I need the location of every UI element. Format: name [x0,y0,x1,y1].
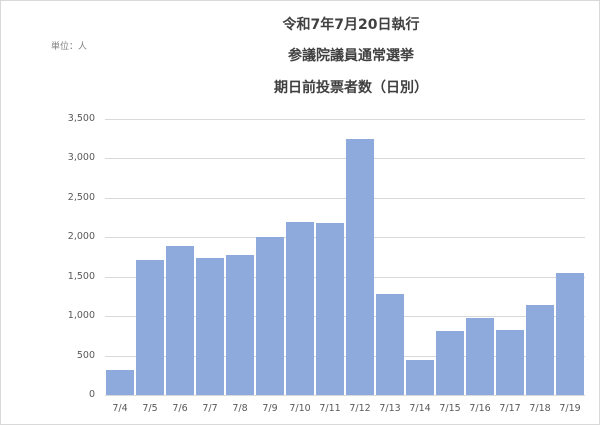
x-tick-label: 7/6 [172,403,188,414]
x-tick-label: 7/16 [469,403,491,414]
chart-title-line-1: 令和7年7月20日執行 [282,17,420,33]
bar [136,259,164,395]
bar [196,257,224,395]
bar [496,329,524,395]
gridline [105,395,585,396]
x-tick-label: 7/15 [439,403,461,414]
bar [376,293,404,395]
bar [256,236,284,395]
x-tick-label: 7/5 [142,403,158,414]
bar [226,254,254,395]
plot-area [105,119,585,396]
y-tick-label: 1,500 [67,270,95,282]
bar [286,221,314,395]
x-tick-label: 7/4 [112,403,128,414]
bar [346,138,374,395]
chart-title-line-3: 期日前投票者数（日別） [274,80,428,96]
x-tick-label: 7/14 [409,403,431,414]
x-tick-label: 7/19 [559,403,581,414]
y-tick-label: 3,500 [67,113,95,124]
x-tick-label: 7/18 [529,403,551,414]
x-tick-label: 7/9 [262,403,278,414]
y-tick-label: 1,000 [67,310,95,322]
gridline [105,197,585,199]
x-tick-label: 7/12 [349,403,371,414]
y-tick-label: 500 [76,349,95,361]
gridline [105,158,585,160]
bar [436,330,464,395]
bar [166,246,194,395]
gridline [105,355,585,357]
x-tick-label: 7/17 [499,403,521,414]
gridline [105,276,585,278]
y-tick-label: 3,000 [67,152,95,164]
x-tick-label: 7/10 [289,403,311,414]
unit-label: 単位：人 [51,42,88,52]
chart-title-line-2: 参議院議員通常選挙 [288,48,414,64]
bar [556,273,584,395]
bar [316,222,344,395]
x-tick-label: 7/13 [379,403,401,414]
bar [106,370,134,395]
bar [466,318,494,395]
x-tick-label: 7/8 [232,403,248,414]
x-tick-label: 7/7 [202,403,218,414]
bar [526,304,554,395]
gridline [105,316,585,318]
y-tick-label: 2,000 [67,231,95,243]
gridline [105,237,585,239]
bar [406,359,434,395]
gridline [105,119,585,120]
y-tick-label: 0 [88,389,95,400]
y-tick-label: 2,500 [67,191,95,203]
x-tick-label: 7/11 [319,403,341,414]
